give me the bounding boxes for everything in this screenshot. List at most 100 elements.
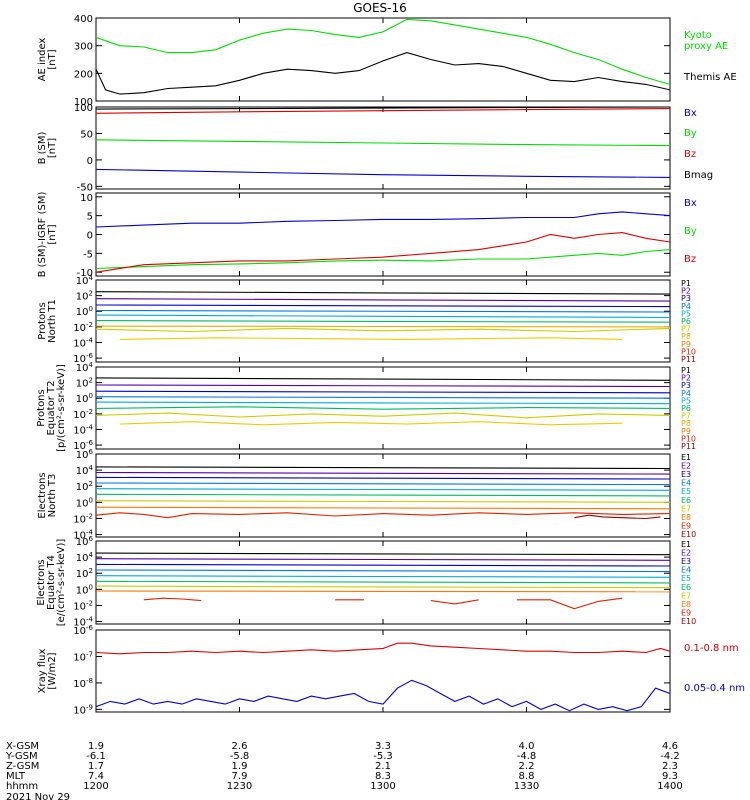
y-tick-label: 100 — [76, 305, 93, 318]
series-e8 — [96, 590, 670, 593]
series-e4 — [96, 482, 670, 486]
y-tick-label: 100 — [76, 583, 93, 596]
series-e3 — [96, 476, 670, 480]
y-tick-label: 104 — [76, 361, 94, 374]
series-e1 — [96, 552, 670, 556]
column-value: 1300 — [370, 781, 395, 792]
legend-entry: P7 — [681, 325, 691, 334]
legend-entry: P1 — [681, 279, 691, 288]
panel-frame — [95, 17, 671, 102]
legend-entry: P5 — [681, 396, 691, 405]
legend-entry: 0.1-0.8 nm — [684, 643, 739, 654]
series-p2 — [96, 298, 670, 302]
series-p1 — [96, 291, 670, 295]
legend-entry: 0.05-0.4 nm — [684, 683, 745, 694]
legend-entry: Bz — [684, 149, 696, 160]
column-value: 2.1 — [375, 761, 391, 772]
column-value: -6.1 — [86, 751, 106, 762]
y-tick-label: 400 — [74, 14, 93, 25]
series-e9a — [143, 597, 202, 602]
series-p1 — [96, 377, 670, 381]
column-value: 7.9 — [232, 771, 248, 782]
y-tick-label: 10-4 — [73, 423, 93, 436]
row-label: 2021 Nov 29 — [6, 792, 70, 800]
series-themis-ae — [96, 52, 670, 95]
legend-entry: E7 — [681, 504, 691, 513]
y-tick-label: 100 — [74, 103, 93, 114]
series-by — [96, 249, 670, 270]
y-axis-label: B (SM)-IGRF (SM)[nT] — [37, 192, 58, 278]
y-tick-label: 104 — [76, 464, 94, 477]
y-axis-label: ProtonsNorth T1 — [37, 299, 58, 343]
legend-entry: P6 — [681, 317, 691, 326]
column-value: 3.3 — [375, 741, 391, 752]
legend-entry: E1 — [681, 540, 691, 549]
y-tick-label: 10-2 — [73, 599, 93, 612]
legend-entry: Bx — [684, 108, 697, 119]
y-tick-label: 100 — [76, 496, 93, 509]
series-by — [96, 139, 670, 147]
series-0-05-0-4-nm — [96, 679, 670, 712]
series-p8 — [96, 325, 670, 328]
column-value: -5.8 — [230, 751, 250, 762]
y-tick-label: 102 — [76, 567, 93, 580]
legend-entry: By — [684, 128, 697, 139]
series-bx — [96, 211, 670, 228]
y-tick-label: 200 — [74, 69, 93, 80]
column-value: 4.0 — [519, 741, 535, 752]
series-p2 — [96, 384, 670, 388]
legend-entry: Bx — [684, 198, 697, 209]
legend-entry: P8 — [681, 332, 691, 341]
y-tick-label: 102 — [76, 290, 93, 303]
row-label: MLT — [6, 771, 26, 782]
legend-entry: E10 — [681, 530, 696, 539]
legend-entry: E4 — [681, 479, 691, 488]
legend-entry: P3 — [681, 294, 691, 303]
legend-entry: P8 — [681, 419, 691, 428]
column-value: 1.9 — [232, 761, 248, 772]
y-axis-label: B (SM)[nT] — [37, 131, 58, 164]
y-tick-label: -50 — [77, 182, 93, 193]
legend-entry: E2 — [681, 549, 691, 558]
legend-entry: E5 — [681, 574, 691, 583]
y-tick-label: 10 — [80, 193, 93, 204]
row-label: Z-GSM — [6, 761, 39, 772]
y-tick-label: 0 — [87, 231, 93, 242]
y-tick-label: 100 — [74, 97, 93, 108]
legend-entry: P9 — [681, 427, 691, 436]
legend-entry: P9 — [681, 340, 691, 349]
legend-entry: P5 — [681, 309, 691, 318]
series-p4 — [96, 396, 670, 399]
series-e5 — [96, 575, 670, 578]
column-value: 2.6 — [232, 741, 248, 752]
column-value: 9.3 — [662, 771, 678, 782]
legend-entry: P4 — [681, 302, 691, 311]
series-p9 — [119, 421, 623, 426]
legend-entry: E4 — [681, 566, 691, 575]
column-value: 2.3 — [662, 761, 678, 772]
series-0-1-0-8-nm — [96, 642, 670, 655]
column-value: 1400 — [657, 781, 682, 792]
legend-entry: Bmag — [684, 170, 713, 181]
y-tick-label: 102 — [76, 377, 93, 390]
series-e2 — [96, 471, 670, 475]
y-tick-label: 10-6 — [73, 624, 93, 637]
panel-bigrf: -10 -5 0 5 10 B (SM)-IGRF (SM)[nT] Bx By Bz — [37, 192, 697, 280]
column-value: 1200 — [83, 781, 108, 792]
legend-entry: E7 — [681, 591, 691, 600]
row-label: Y-GSM — [5, 751, 38, 762]
series-e9d — [516, 597, 623, 610]
series-e3 — [96, 563, 670, 567]
panel-frame — [95, 629, 671, 713]
series-e1 — [96, 466, 670, 470]
figure-title: GOES-16 — [353, 1, 407, 15]
y-tick-label: 104 — [76, 274, 94, 287]
panel-bsm: -50 0 50 100 B (SM)[nT] Bx By Bz Bmag — [37, 103, 713, 193]
legend-entry: Kyoto — [684, 30, 712, 41]
column-value: 4.6 — [662, 741, 678, 752]
legend-entry: E8 — [681, 513, 691, 522]
